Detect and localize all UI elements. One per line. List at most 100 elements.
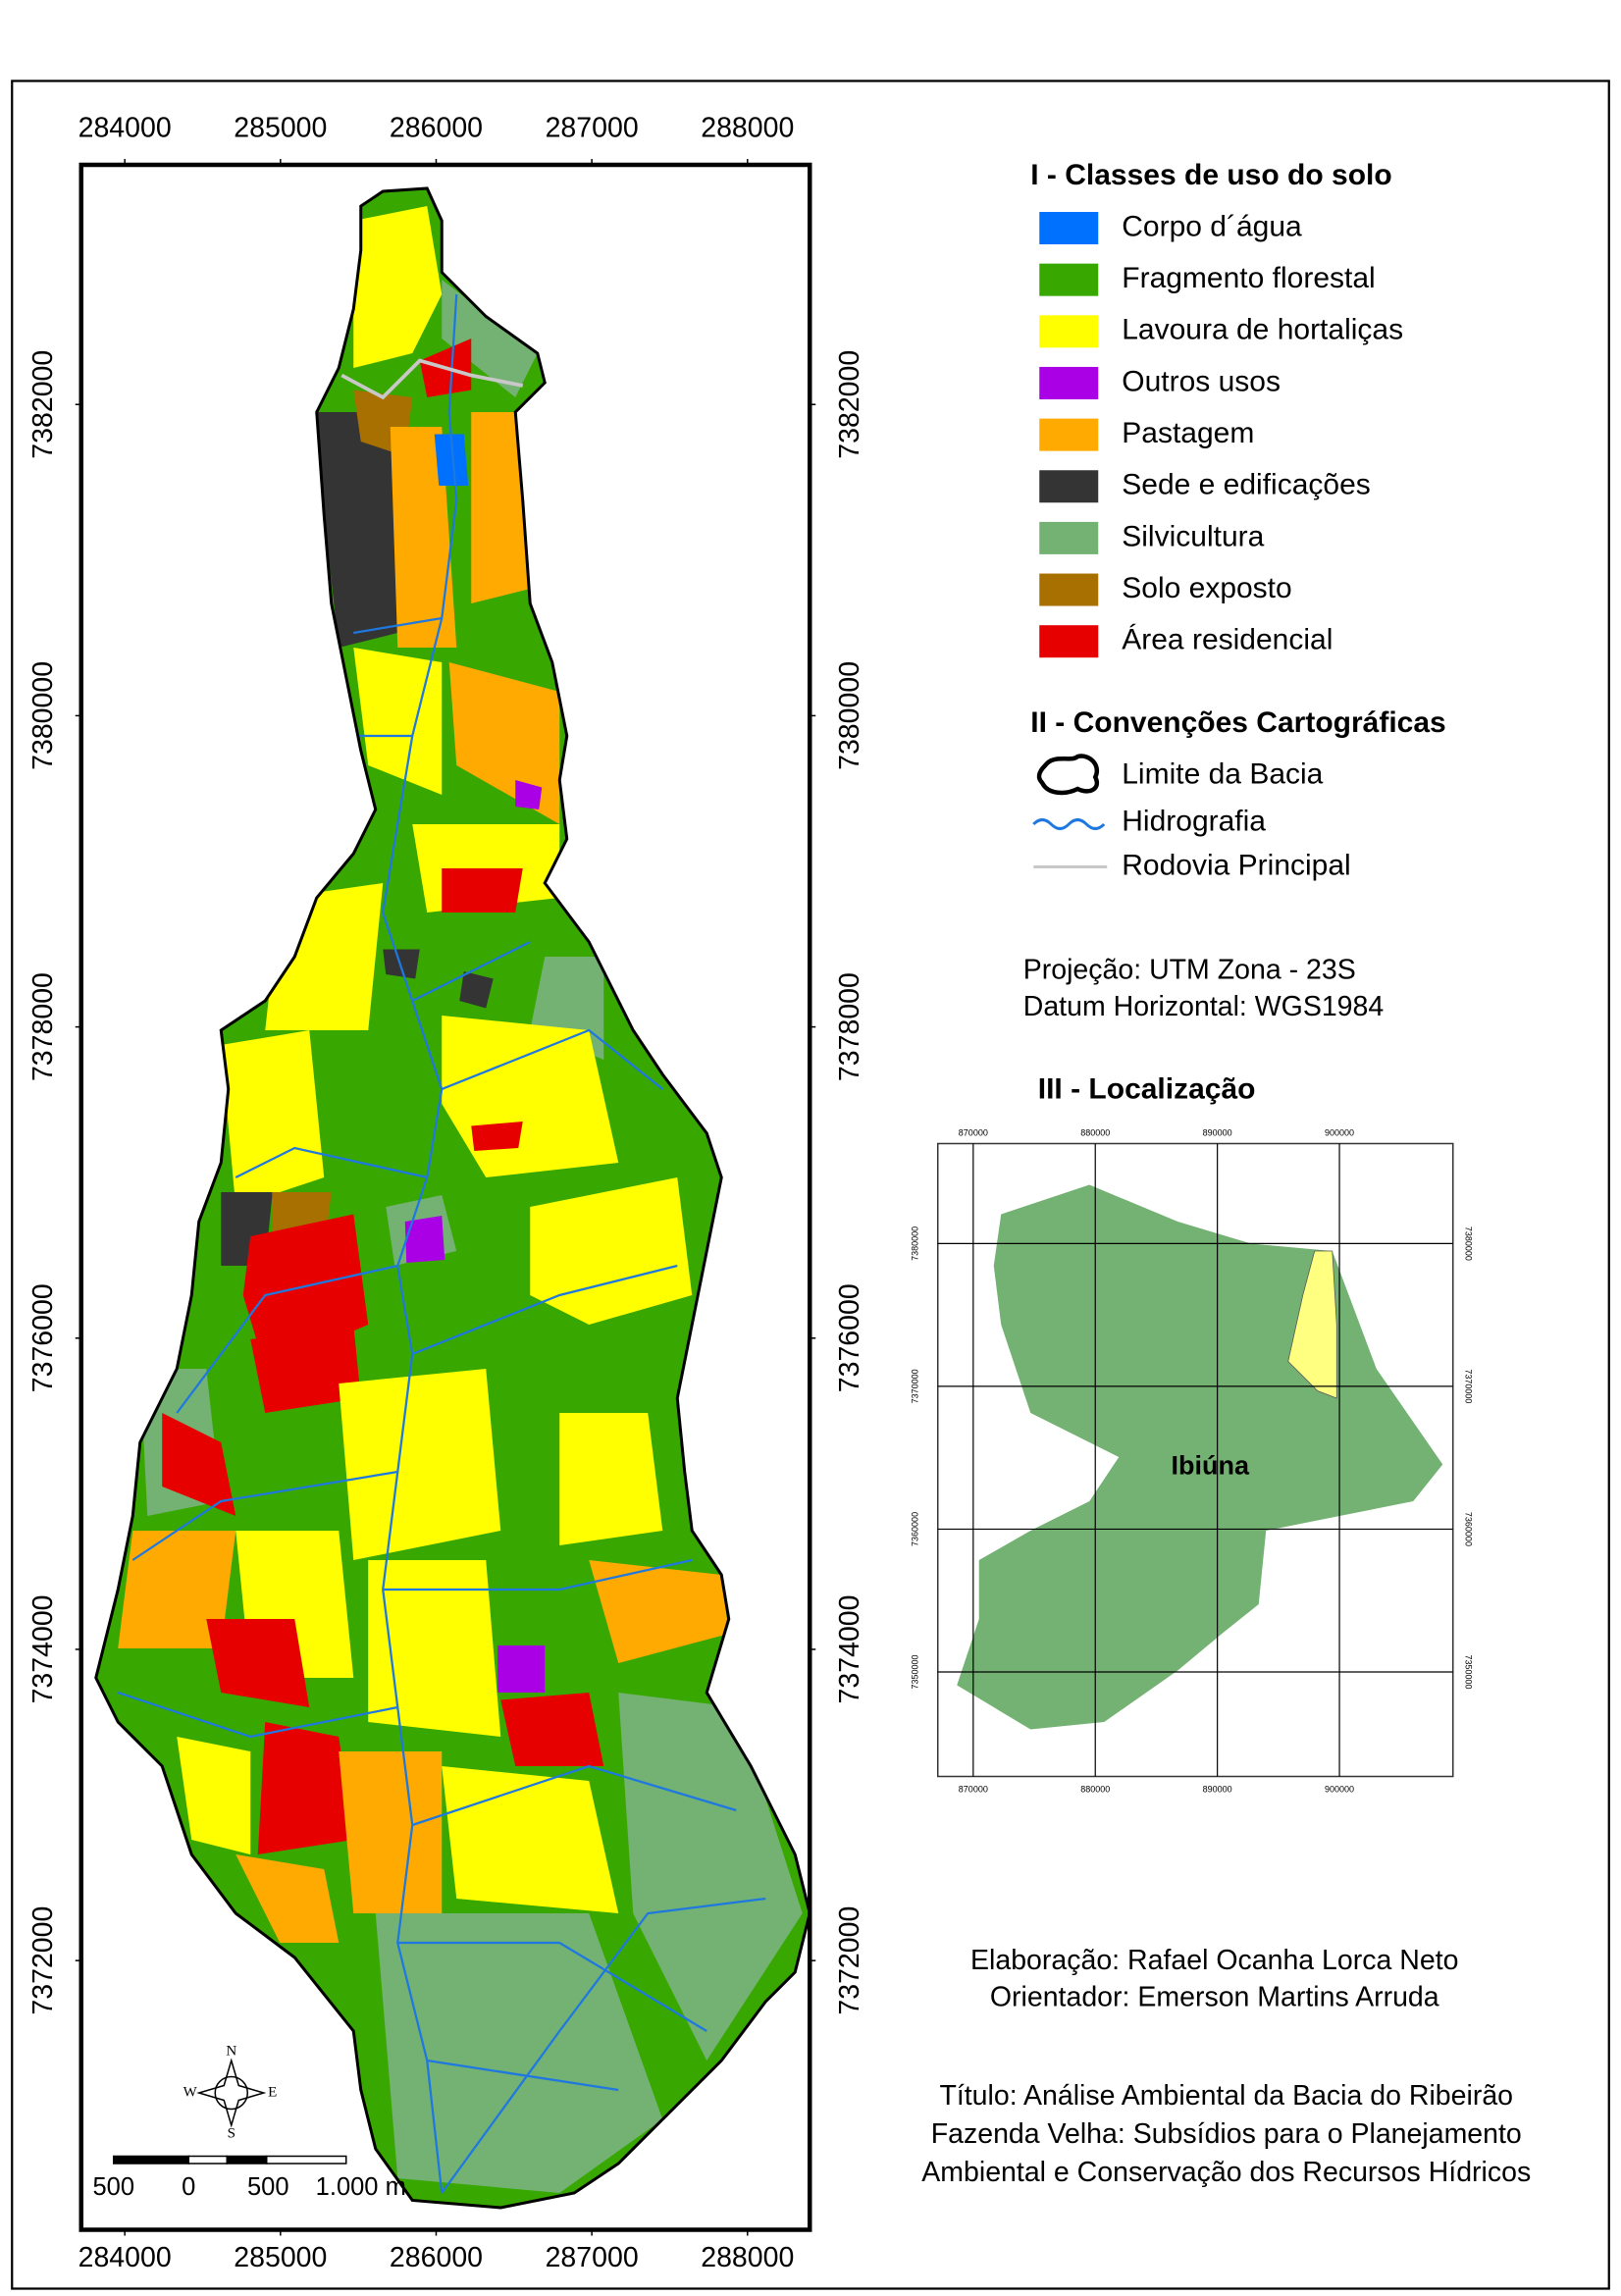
land-use-patch: [206, 1619, 310, 1707]
road: [340, 358, 524, 400]
inset-x-label: 900000: [1325, 1127, 1354, 1137]
y-tick-label: 7372000: [834, 1906, 865, 2015]
basin-outline: [94, 186, 811, 2210]
x-tick-label: 286000: [390, 113, 483, 144]
basin-symbol: [1036, 754, 1099, 796]
river: [411, 1264, 678, 1356]
x-tick-label: 287000: [546, 2242, 639, 2273]
land-use-patch: [404, 1216, 445, 1263]
scale-bar-label: 500: [247, 2173, 289, 2201]
x-tick-label: 285000: [234, 2242, 327, 2273]
land-use-patch: [375, 1913, 663, 2193]
x-tick-label: 288000: [701, 2242, 794, 2273]
inset-y-label: 7350000: [1463, 1654, 1473, 1689]
legend-label: Solo exposto: [1122, 572, 1291, 604]
river: [117, 1691, 398, 1739]
land-use-patch: [442, 1766, 619, 1913]
projection-line: Datum Horizontal: WGS1984: [1023, 991, 1385, 1022]
land-use-patch: [235, 1854, 340, 1943]
legend-swatch: [1039, 212, 1099, 244]
title-line: Ambiental e Conservação dos Recursos Híd…: [921, 2157, 1531, 2188]
compass-star: [196, 2058, 267, 2128]
sheet-border: [11, 79, 1610, 2290]
convention-label: Rodovia Principal: [1122, 849, 1350, 881]
inset-x-label: 890000: [1203, 1784, 1232, 1794]
scale-bar-segment: [112, 2155, 189, 2165]
legend-label: Silvicultura: [1122, 520, 1264, 552]
y-tick-label: 7380000: [834, 661, 865, 770]
land-use-patch: [515, 780, 543, 809]
land-use-patch: [353, 206, 443, 368]
land-use-patch: [383, 949, 420, 979]
y-tick-label: 7378000: [834, 972, 865, 1081]
legend-swatch: [1039, 521, 1099, 554]
inset-y-label: 7360000: [1463, 1512, 1473, 1546]
inset-x-label: 900000: [1325, 1784, 1354, 1794]
title-line: Fazenda Velha: Subsídios para o Planejam…: [931, 2118, 1522, 2150]
land-use-patch: [500, 1693, 604, 1766]
inset-x-label: 890000: [1203, 1127, 1232, 1137]
inset-frame: [937, 1142, 1454, 1778]
inset-y-label: 7370000: [1463, 1369, 1473, 1403]
river: [411, 940, 531, 1003]
scale-bar-segment: [226, 2155, 268, 2165]
legend-swatch: [1039, 315, 1099, 348]
location-title: III - Localização: [1038, 1072, 1256, 1105]
legend-label: Área residencial: [1122, 624, 1333, 656]
compass-letter: N: [226, 2043, 236, 2059]
x-tick-label: 284000: [78, 2242, 172, 2273]
river: [383, 1558, 693, 1592]
y-tick-label: 7376000: [27, 1283, 59, 1392]
inset-x-label: 870000: [959, 1784, 988, 1794]
inset-x-label: 880000: [1080, 1127, 1110, 1137]
land-use-patch: [257, 1722, 354, 1854]
river: [441, 1028, 663, 1091]
conventions-title: II - Convenções Cartográficas: [1030, 706, 1445, 739]
river: [131, 1470, 398, 1561]
land-use-patch: [618, 1693, 803, 2061]
land-use-patch: [559, 1413, 663, 1545]
legend-label: Outros usos: [1122, 365, 1281, 397]
inset-y-label: 7380000: [911, 1226, 920, 1261]
legend-swatch: [1039, 366, 1099, 399]
inset-place-label: Ibiúna: [1172, 1451, 1250, 1481]
x-tick-label: 284000: [78, 113, 172, 144]
legend-label: Pastagem: [1122, 417, 1254, 449]
scale-bar-label: 1.000 m: [316, 2173, 406, 2201]
land-use-patch: [434, 434, 469, 486]
compass-ring: [214, 2075, 248, 2111]
basin-location: [1287, 1250, 1337, 1399]
scale-bar-label: 0: [182, 2173, 195, 2201]
y-tick-label: 7380000: [27, 661, 59, 770]
inset-y-label: 7360000: [911, 1512, 920, 1546]
legend-label: Lavoura de hortaliças: [1122, 314, 1403, 346]
convention-label: Limite da Bacia: [1122, 757, 1323, 790]
inset-y-label: 7350000: [911, 1654, 920, 1689]
inset-y-label: 7370000: [911, 1369, 920, 1403]
land-use-patch: [353, 648, 443, 795]
y-tick-label: 7382000: [27, 350, 59, 459]
legend-label: Sede e edificações: [1122, 469, 1371, 501]
land-use-patch: [471, 1122, 523, 1151]
land-use: [95, 188, 810, 2208]
land-use-patch: [162, 1413, 236, 1516]
y-tick-label: 7378000: [27, 972, 59, 1081]
inset-x-label: 870000: [959, 1127, 988, 1137]
inset-y-label: 7380000: [1463, 1226, 1473, 1261]
land-use-patch: [250, 1325, 361, 1413]
land-use-patch: [177, 1737, 251, 1854]
y-tick-label: 7382000: [834, 350, 865, 459]
land-use-patch: [589, 1560, 729, 1663]
compass-letter: W: [183, 2084, 198, 2100]
scale-bar-segment: [265, 2155, 347, 2165]
river: [176, 1264, 398, 1414]
scale-bar-segment: [187, 2155, 228, 2165]
river: [353, 616, 443, 635]
convention-label: Hidrografia: [1122, 805, 1266, 837]
compass-letter: E: [268, 2084, 277, 2100]
land-use-patch: [265, 883, 384, 1030]
legend-label: Fragmento florestal: [1122, 262, 1375, 294]
x-tick-label: 285000: [234, 113, 327, 144]
